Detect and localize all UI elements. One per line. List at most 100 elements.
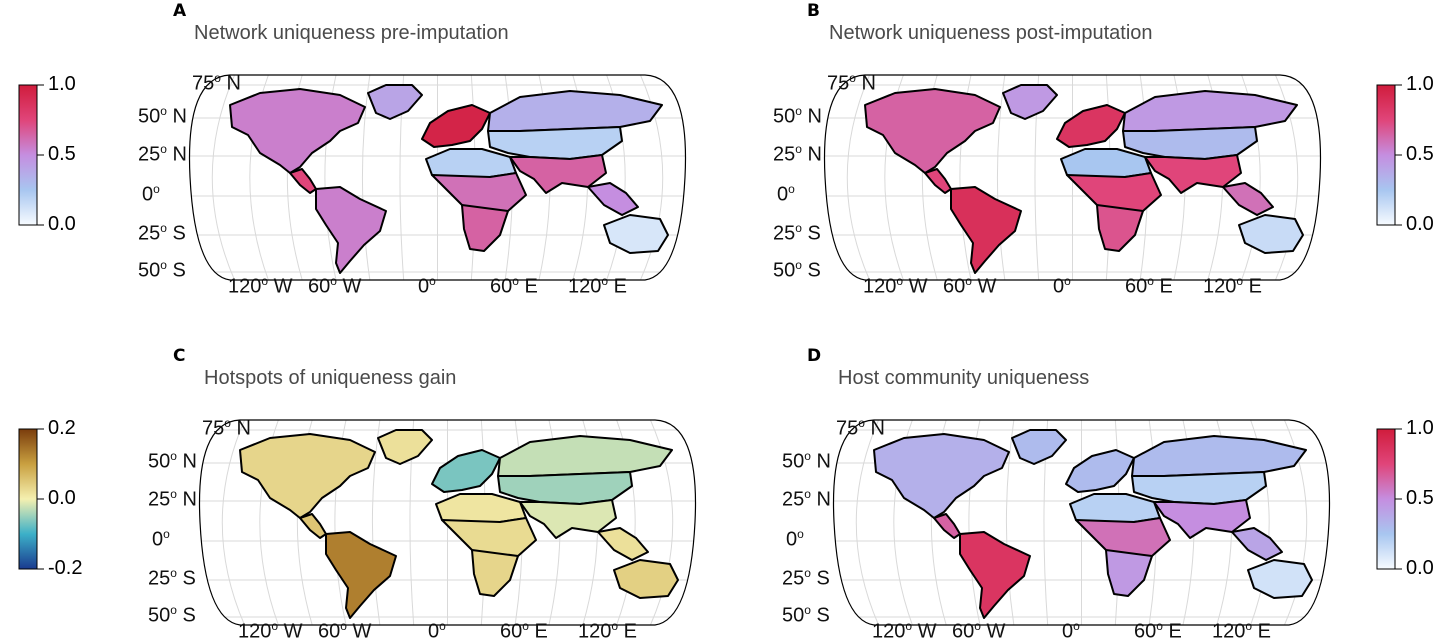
colorbar-tick-label: 0.0 (1406, 557, 1434, 579)
colorbar-tick-label: 1.0 (1406, 73, 1434, 95)
lon-label: 60o E (1134, 619, 1182, 643)
lat-label: 50o S (148, 603, 196, 627)
lon-label: 60o W (318, 619, 372, 643)
region-africa-south (461, 204, 509, 252)
lon-label: 60o W (308, 274, 362, 298)
lon-label: 60o W (952, 619, 1006, 643)
world-map (188, 74, 687, 281)
colorbar-tick-label: 0.5 (48, 143, 76, 165)
lon-label: 120o E (578, 619, 637, 643)
world-map (832, 419, 1331, 626)
lat-label: 50o N (148, 449, 197, 473)
world-map (198, 419, 697, 626)
lat-label: 75o N (202, 416, 251, 440)
lon-label: 120o W (872, 619, 937, 643)
panel-letter: D (807, 346, 822, 366)
lat-label: 0o (777, 182, 795, 206)
lon-label: 60o E (500, 619, 548, 643)
map-content (199, 420, 696, 625)
lon-label: 60o W (943, 274, 997, 298)
region-south-america (959, 531, 1031, 619)
graticule-line (855, 420, 880, 625)
lat-label: 50o S (773, 258, 821, 282)
lat-label: 25o S (148, 566, 196, 590)
region-north-america (873, 433, 1010, 519)
region-greenland (1011, 429, 1067, 465)
region-australia (603, 214, 669, 254)
region-australia (1247, 559, 1313, 599)
colorbar-ramp (18, 428, 38, 570)
region-north-america (229, 88, 366, 174)
region-africa-south (471, 549, 519, 597)
region-south-america (950, 186, 1022, 274)
region-north-america (239, 433, 376, 519)
region-se-asia (587, 182, 639, 216)
lon-label: 120o W (228, 274, 293, 298)
region-se-asia (1231, 527, 1283, 561)
world-map (823, 74, 1322, 281)
lat-label: 50o N (782, 449, 831, 473)
lon-label: 0o (1053, 274, 1071, 298)
colorbar (18, 84, 44, 226)
graticule-line (1005, 420, 1015, 625)
lat-label: 75o N (827, 71, 876, 95)
map-frame (823, 74, 1322, 281)
colorbar-tick-label: 1.0 (1406, 417, 1434, 439)
graticule-line (361, 75, 371, 280)
lon-label: 120o W (863, 274, 928, 298)
lat-label: 50o S (138, 258, 186, 282)
graticule-line (996, 75, 1006, 280)
colorbar-tick-label: 0.0 (48, 487, 76, 509)
colorbar-tick-label: 1.0 (48, 73, 76, 95)
map-content (833, 420, 1330, 625)
lat-label: 0o (786, 527, 804, 551)
lon-label: 0o (418, 274, 436, 298)
region-africa-south (1096, 204, 1144, 252)
map-content (824, 75, 1321, 280)
map-frame (188, 74, 687, 281)
lon-label: 120o W (238, 619, 303, 643)
lon-label: 60o E (490, 274, 538, 298)
lat-label: 25o N (148, 487, 197, 511)
colorbar-tick-label: -0.2 (48, 557, 83, 579)
region-north-america (864, 88, 1001, 174)
lon-label: 0o (428, 619, 446, 643)
lat-label: 25o N (782, 487, 831, 511)
colorbar-tick-label: 0.2 (48, 417, 76, 439)
panel-title: Network uniqueness pre-imputation (194, 22, 509, 44)
panel-letter: C (173, 346, 186, 366)
panel-title: Host community uniqueness (838, 367, 1090, 389)
colorbar-ramp (1376, 428, 1396, 570)
region-europe (421, 104, 491, 148)
region-africa-south (1105, 549, 1153, 597)
lon-label: 120o E (568, 274, 627, 298)
map-content (189, 75, 686, 280)
lat-label: 75o N (192, 71, 241, 95)
region-greenland (1002, 84, 1058, 120)
lat-label: 25o N (773, 142, 822, 166)
lon-label: 120o E (1203, 274, 1262, 298)
colorbar (18, 428, 44, 570)
colorbar (1376, 84, 1402, 226)
region-south-america (325, 531, 397, 619)
lon-label: 0o (1062, 619, 1080, 643)
colorbar-tick-label: 0.0 (1406, 213, 1434, 235)
region-se-asia (1222, 182, 1274, 216)
lat-label: 25o N (138, 142, 187, 166)
graticule-line (371, 420, 381, 625)
graticule-line (649, 420, 674, 625)
graticule-line (639, 75, 664, 280)
panel-title: Network uniqueness post-imputation (829, 22, 1153, 44)
lon-label: 120o E (1212, 619, 1271, 643)
lon-label: 60o E (1125, 274, 1173, 298)
graticule-line (221, 420, 246, 625)
lat-label: 75o N (836, 416, 885, 440)
region-se-asia (597, 527, 649, 561)
region-south-america (315, 186, 387, 274)
lat-label: 50o N (138, 104, 187, 128)
colorbar-ramp (18, 84, 38, 226)
colorbar (1376, 428, 1402, 570)
lat-label: 0o (152, 527, 170, 551)
lat-label: 0o (142, 182, 160, 206)
graticule-line (1283, 420, 1308, 625)
